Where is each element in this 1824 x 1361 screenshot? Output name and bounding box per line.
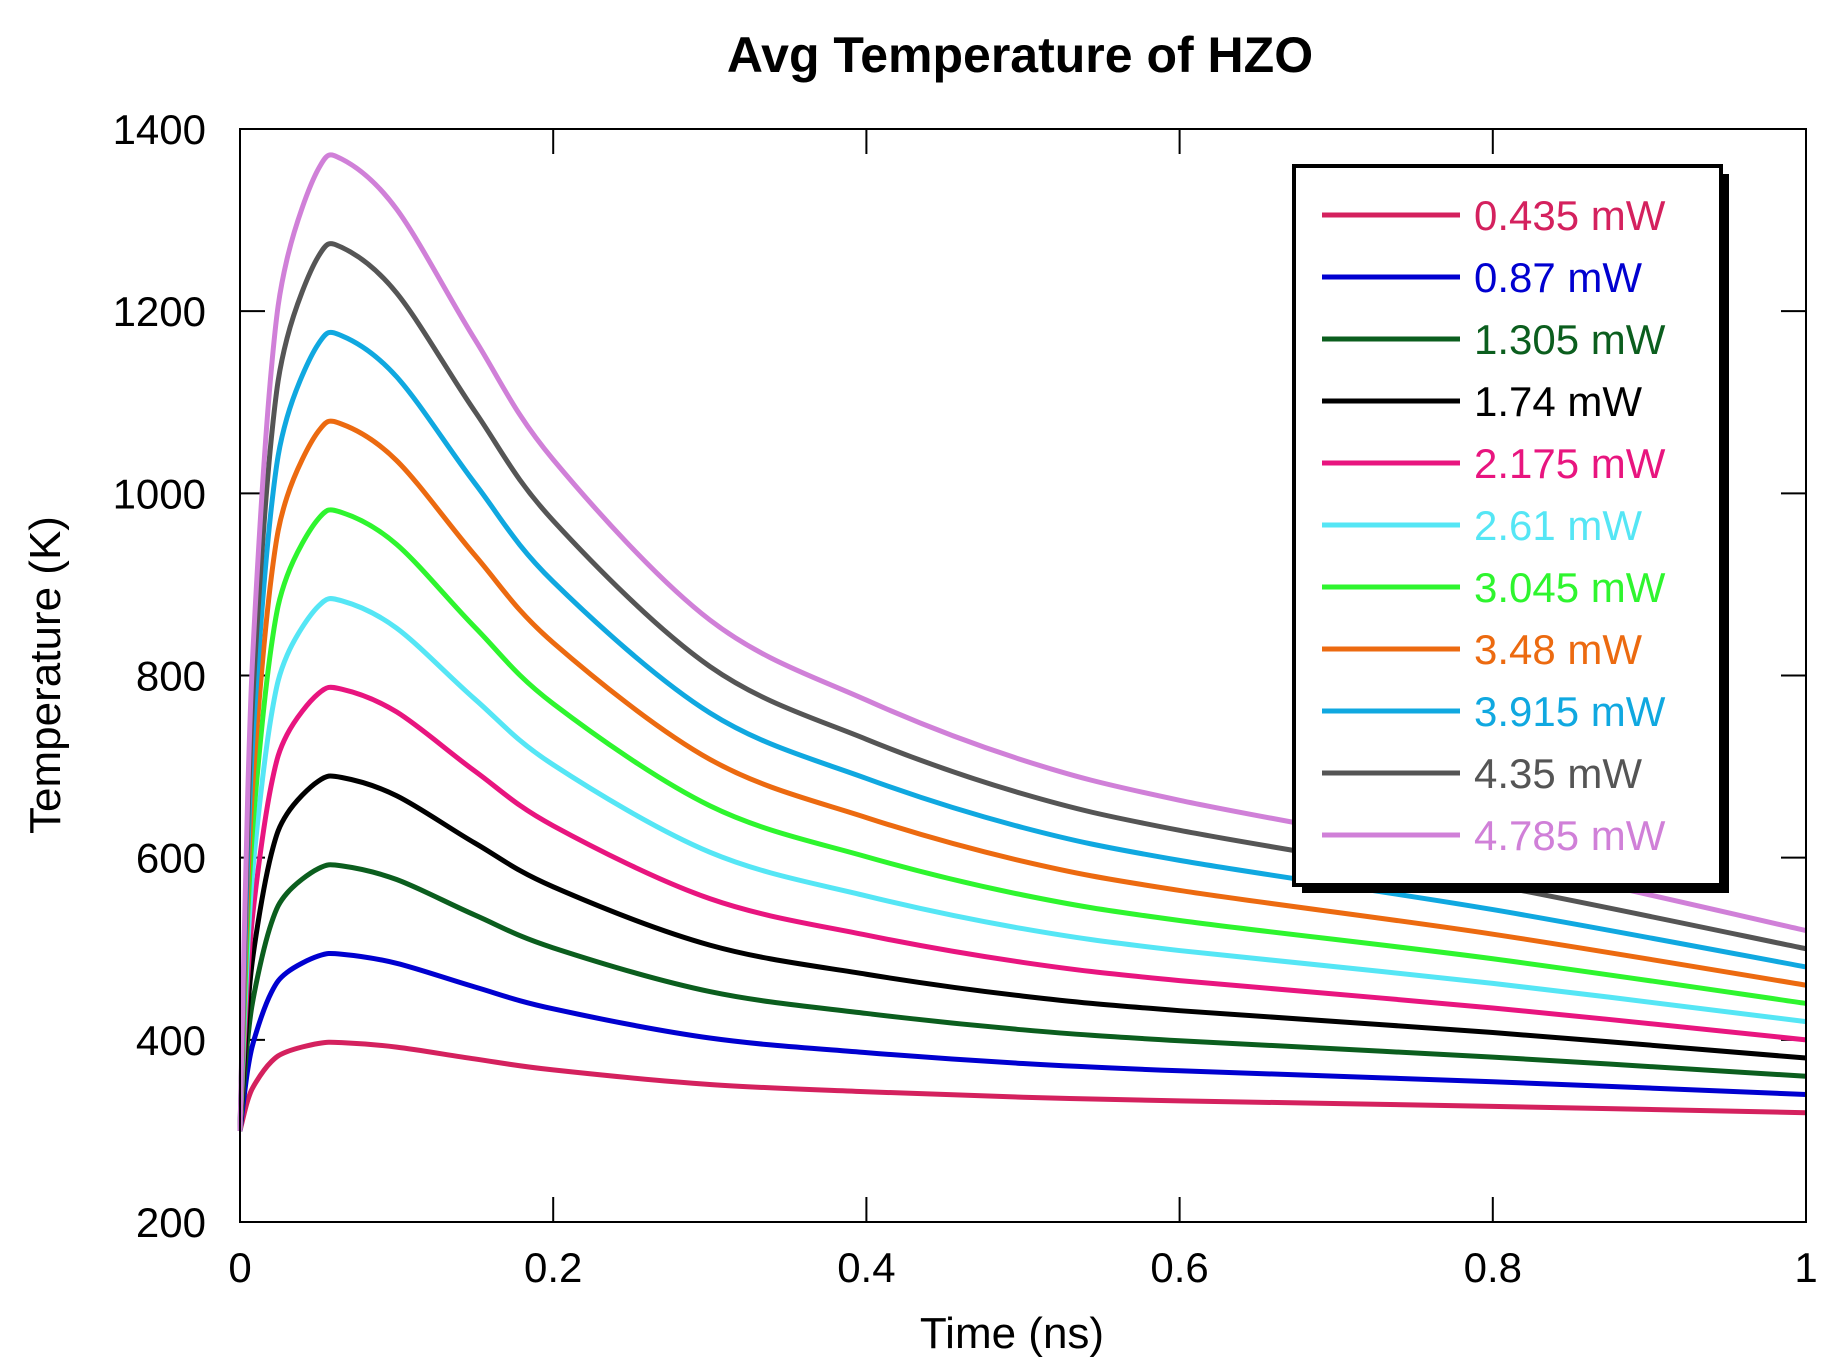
legend-label: 2.61 mW [1474, 502, 1642, 549]
legend-label: 3.915 mW [1474, 688, 1666, 735]
series-line-0 [237, 1039, 1807, 1132]
legend-label: 1.74 mW [1474, 378, 1642, 425]
series-line-5 [237, 596, 1807, 1132]
y-tick-label: 1200 [113, 288, 206, 335]
x-tick-label: 0.2 [524, 1244, 582, 1291]
legend: 0.435 mW 0.87 mW 1.305 mW 1.74 mW 2.175 mW 2.… [1292, 164, 1729, 893]
series-lines [237, 152, 1807, 1132]
x-tick-label: 1 [1794, 1244, 1817, 1291]
series-line-10 [237, 152, 1807, 1131]
x-tick-label: 0.4 [837, 1244, 895, 1291]
legend-label: 3.045 mW [1474, 564, 1666, 611]
legend-label: 1.305 mW [1474, 316, 1666, 363]
x-axis-label: Time (ns) [920, 1309, 1104, 1358]
chart-title: Avg Temperature of HZO [727, 27, 1313, 83]
series-line-4 [237, 684, 1807, 1132]
series-line-6 [237, 507, 1807, 1132]
y-tick-label: 1000 [113, 470, 206, 517]
y-tick-label: 600 [136, 835, 206, 882]
legend-label: 0.87 mW [1474, 254, 1642, 301]
series-line-2 [237, 862, 1807, 1132]
x-tick-label: 0.6 [1150, 1244, 1208, 1291]
y-tick-label: 200 [136, 1199, 206, 1246]
legend-label: 4.35 mW [1474, 750, 1642, 797]
series-line-1 [237, 950, 1807, 1132]
legend-label: 3.48 mW [1474, 626, 1642, 673]
y-tick-label: 1400 [113, 106, 206, 153]
plot-frame [239, 128, 1807, 1223]
legend-label: 2.175 mW [1474, 440, 1666, 487]
x-tick-label: 0.8 [1464, 1244, 1522, 1291]
y-tick-label: 800 [136, 653, 206, 700]
series-line-7 [237, 418, 1807, 1131]
y-tick-label: 400 [136, 1017, 206, 1064]
series-line-8 [237, 329, 1807, 1131]
legend-label: 4.785 mW [1474, 812, 1666, 859]
series-line-3 [237, 773, 1807, 1132]
y-axis-label: Temperature (K) [21, 516, 70, 834]
x-tick-label: 0 [228, 1244, 251, 1291]
legend-label: 0.435 mW [1474, 192, 1666, 239]
series-line-9 [237, 241, 1807, 1131]
